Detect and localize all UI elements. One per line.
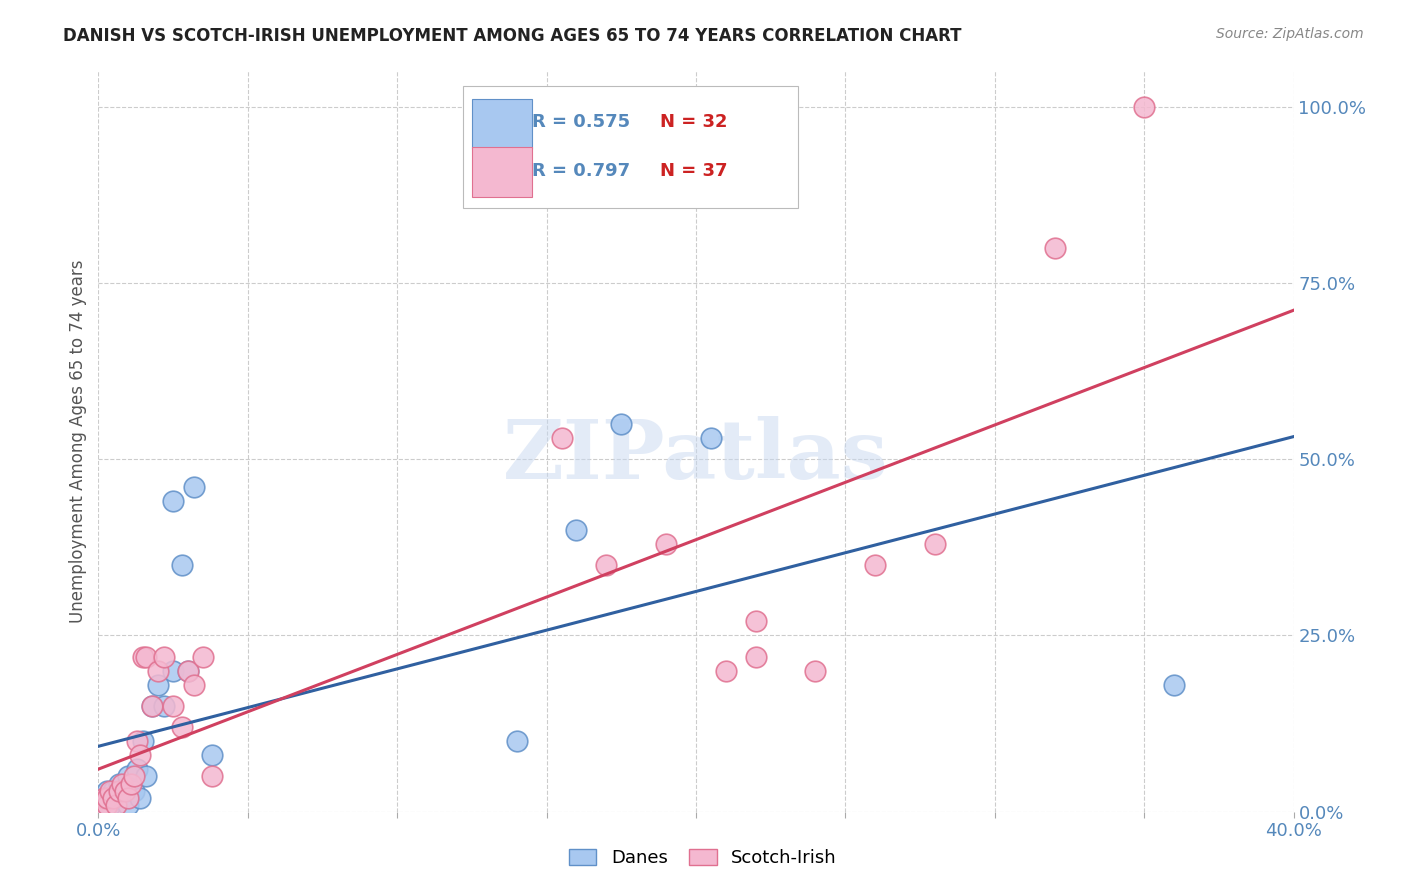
Point	[108, 783, 131, 797]
Point	[127, 763, 149, 777]
Point	[105, 797, 128, 812]
Text: R = 0.575: R = 0.575	[533, 112, 630, 131]
Point	[114, 783, 136, 797]
Point	[148, 678, 170, 692]
Text: Source: ZipAtlas.com: Source: ZipAtlas.com	[1216, 27, 1364, 41]
Point	[124, 769, 146, 783]
Point	[172, 558, 194, 572]
Text: DANISH VS SCOTCH-IRISH UNEMPLOYMENT AMONG AGES 65 TO 74 YEARS CORRELATION CHART: DANISH VS SCOTCH-IRISH UNEMPLOYMENT AMON…	[63, 27, 962, 45]
Point	[1133, 100, 1156, 114]
Point	[96, 797, 118, 812]
Point	[148, 664, 170, 678]
Point	[141, 698, 163, 713]
Point	[201, 748, 224, 763]
Point	[103, 783, 125, 797]
Point	[610, 417, 633, 431]
Point	[132, 649, 155, 664]
FancyBboxPatch shape	[472, 99, 533, 149]
Point	[745, 649, 768, 664]
Point	[745, 615, 768, 629]
Point	[117, 769, 139, 783]
Text: R = 0.797: R = 0.797	[533, 162, 630, 180]
Point	[714, 664, 737, 678]
Point	[111, 776, 134, 790]
Point	[172, 720, 194, 734]
Point	[162, 664, 184, 678]
Point	[183, 678, 205, 692]
Point	[96, 783, 118, 797]
Point	[565, 523, 588, 537]
Point	[153, 698, 176, 713]
Point	[506, 734, 529, 748]
Point	[117, 797, 139, 812]
Point	[804, 664, 827, 678]
Point	[96, 790, 118, 805]
Point	[124, 783, 146, 797]
Point	[550, 431, 572, 445]
Point	[201, 769, 224, 783]
Point	[865, 558, 887, 572]
Point	[111, 790, 134, 805]
Point	[132, 734, 155, 748]
Point	[700, 431, 723, 445]
Text: ZIPatlas: ZIPatlas	[503, 417, 889, 496]
Point	[114, 783, 136, 797]
Text: N = 37: N = 37	[661, 162, 728, 180]
Point	[127, 734, 149, 748]
Point	[93, 790, 115, 805]
Point	[924, 537, 946, 551]
Point	[141, 698, 163, 713]
Point	[108, 776, 131, 790]
Point	[117, 790, 139, 805]
Point	[105, 790, 128, 805]
Point	[162, 494, 184, 508]
Point	[191, 649, 214, 664]
Point	[98, 797, 122, 812]
FancyBboxPatch shape	[463, 87, 797, 209]
Point	[153, 649, 176, 664]
Point	[135, 649, 157, 664]
Point	[595, 558, 617, 572]
Point	[183, 480, 205, 494]
Point	[103, 790, 125, 805]
Point	[98, 783, 122, 797]
Point	[90, 797, 112, 812]
Point	[129, 748, 152, 763]
Point	[1043, 241, 1066, 255]
FancyBboxPatch shape	[472, 147, 533, 197]
Point	[1163, 678, 1185, 692]
Legend: Danes, Scotch-Irish: Danes, Scotch-Irish	[562, 841, 844, 874]
Point	[96, 797, 118, 812]
Y-axis label: Unemployment Among Ages 65 to 74 years: Unemployment Among Ages 65 to 74 years	[69, 260, 87, 624]
Point	[135, 769, 157, 783]
Point	[129, 790, 152, 805]
Text: N = 32: N = 32	[661, 112, 728, 131]
Point	[655, 537, 678, 551]
Point	[120, 776, 142, 790]
Point	[177, 664, 200, 678]
Point	[93, 790, 115, 805]
Point	[177, 664, 200, 678]
Point	[90, 797, 112, 812]
Point	[103, 790, 125, 805]
Point	[162, 698, 184, 713]
